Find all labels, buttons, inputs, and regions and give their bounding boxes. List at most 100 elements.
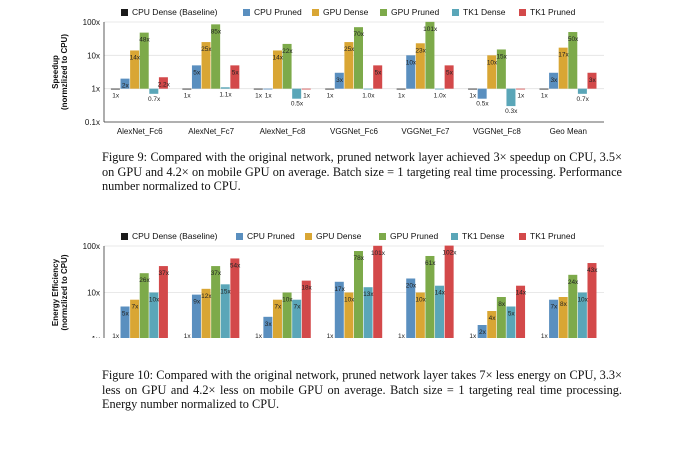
bar <box>539 88 549 90</box>
legend-label: TK1 Pruned <box>530 231 576 241</box>
legend-label: GPU Pruned <box>391 7 439 17</box>
legend-swatch <box>305 233 312 240</box>
data-label: 7x <box>294 304 302 311</box>
bar <box>558 47 568 89</box>
y-tick-label: 10x <box>87 289 100 298</box>
data-label: 5x <box>122 310 130 317</box>
data-label: 0.5x <box>291 101 304 108</box>
data-label: 50x <box>568 36 579 43</box>
bar <box>149 292 159 338</box>
bar <box>406 55 416 89</box>
figure-10-caption: Figure 10: Compared with the original ne… <box>102 368 622 412</box>
bar <box>568 32 578 89</box>
data-label: 7x <box>550 304 558 311</box>
legend-swatch <box>519 9 526 16</box>
bar <box>211 266 221 338</box>
bar <box>182 88 192 90</box>
legend-swatch <box>236 233 243 240</box>
data-label: 17x <box>334 286 345 293</box>
data-label: 48x <box>139 37 150 44</box>
y-tick-label: 1x <box>92 85 100 94</box>
bar <box>363 287 373 338</box>
data-label: 43x <box>587 267 598 274</box>
bar <box>516 285 526 338</box>
data-label: 26x <box>139 277 150 284</box>
data-label: 4x <box>489 315 497 322</box>
bar <box>425 21 435 89</box>
data-label: 1x <box>255 93 263 100</box>
data-label: 14x <box>273 54 284 61</box>
bar <box>506 306 516 338</box>
bar <box>158 266 168 338</box>
data-label: 1x <box>255 333 263 338</box>
bar <box>272 50 282 89</box>
bar <box>435 88 445 90</box>
legend-swatch <box>379 233 386 240</box>
bar <box>477 325 487 338</box>
data-label: 10x <box>577 297 588 304</box>
bar <box>587 263 597 338</box>
data-label: 20x <box>406 283 417 290</box>
speedup-chart: CPU Dense (Baseline) CPU Pruned GPU Dense G… <box>51 7 604 136</box>
data-label: 78x <box>354 255 365 262</box>
data-label: 15x <box>220 288 231 295</box>
bar <box>220 284 230 338</box>
bar <box>496 49 506 89</box>
bar <box>158 77 168 89</box>
data-label: 8x <box>560 301 568 308</box>
bar <box>282 292 292 338</box>
bar <box>354 27 363 89</box>
bar <box>149 88 159 94</box>
data-label: 1x <box>327 93 335 100</box>
legend-swatch <box>452 9 459 16</box>
y-axis-label-line: Speedup <box>51 55 60 89</box>
x-tick-label: AlexNet_Fc8 <box>260 127 306 136</box>
data-label: 2x <box>479 329 487 336</box>
bar <box>435 285 445 338</box>
bar <box>415 292 425 338</box>
data-label: 1x <box>469 93 477 100</box>
data-label: 2.2x <box>158 81 171 88</box>
data-label: 5x <box>508 310 516 317</box>
legend-label: CPU Pruned <box>247 231 295 241</box>
data-label: 5x <box>375 69 383 76</box>
legend-label: CPU Dense (Baseline) <box>132 231 218 241</box>
data-label: 8x <box>498 301 506 308</box>
bar <box>487 55 497 89</box>
data-label: 10x <box>415 297 426 304</box>
bar <box>292 299 302 338</box>
y-tick-label: 1x <box>92 335 100 338</box>
legend-label: TK1 Pruned <box>530 7 576 17</box>
bar <box>477 88 487 99</box>
data-label: 17x <box>558 52 569 59</box>
bar <box>373 65 383 89</box>
data-label: 1x <box>398 333 406 338</box>
bar <box>444 245 454 338</box>
bar <box>272 299 282 338</box>
data-label: 24x <box>568 279 579 286</box>
bar <box>549 72 559 89</box>
data-label: 22x <box>282 48 293 55</box>
data-label: 7x <box>274 304 282 311</box>
y-axis-label-line: (normzlized to CPU) <box>60 254 69 330</box>
bar <box>110 88 120 90</box>
bar <box>577 292 587 338</box>
y-axis-label: Energy Efficiency(normzlized to CPU) <box>51 254 69 330</box>
bar <box>354 251 363 338</box>
bar <box>468 88 478 90</box>
data-label: 37x <box>211 270 222 277</box>
y-axis-label-line: Energy Efficiency <box>51 258 60 326</box>
y-tick-label: 100x <box>83 18 100 27</box>
bar <box>334 281 344 338</box>
legend-swatch <box>451 233 458 240</box>
data-label: 1x <box>303 93 311 100</box>
data-label: 10x <box>149 297 160 304</box>
bar <box>344 42 354 89</box>
bar <box>301 280 311 338</box>
data-label: 23x <box>415 47 426 54</box>
data-label: 1x <box>541 93 549 100</box>
data-label: 101x <box>423 26 438 33</box>
bar <box>516 88 526 90</box>
bar <box>587 72 597 89</box>
bar <box>496 297 506 338</box>
